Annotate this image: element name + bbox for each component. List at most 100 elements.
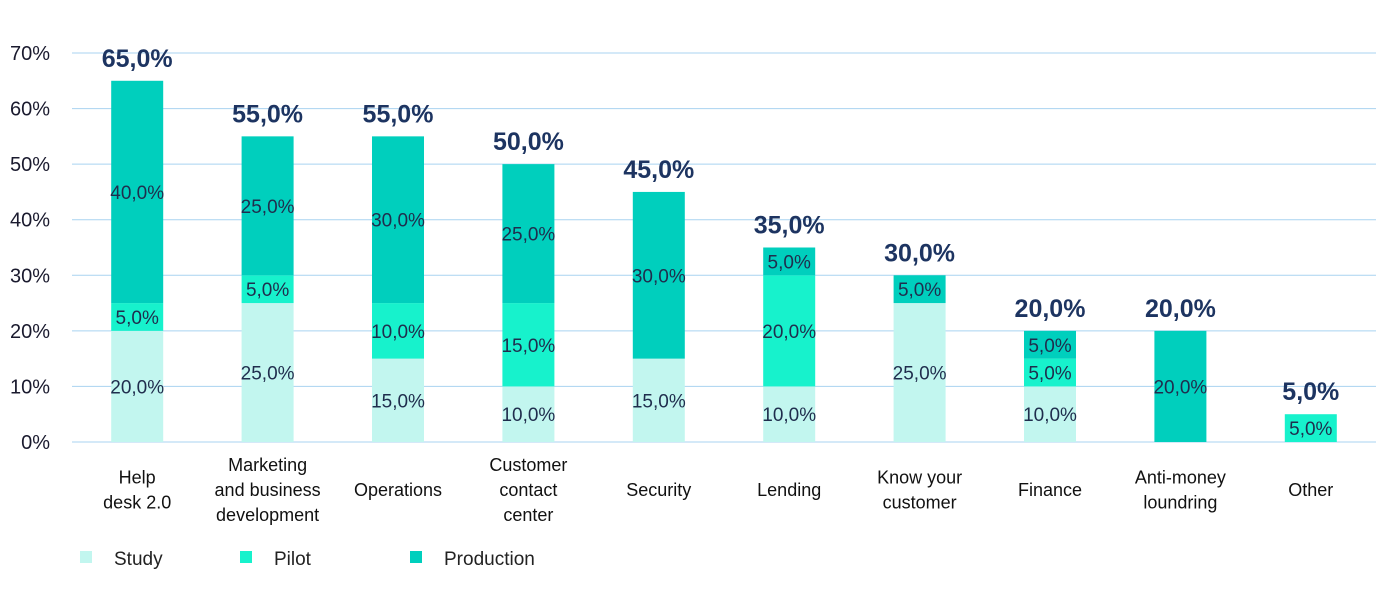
bar-segment-study	[372, 358, 424, 442]
data-label: 20,0%	[762, 322, 816, 343]
category-label-line: Help	[119, 468, 156, 488]
bar-segment-study	[502, 386, 555, 442]
category-label-line: loundring	[1143, 493, 1217, 513]
category-label: Operations	[354, 480, 442, 500]
data-label: 10,0%	[501, 405, 555, 426]
category-label-line: Lending	[757, 480, 821, 500]
data-label: 15,0%	[501, 336, 555, 357]
legend-swatch-pilot	[240, 551, 252, 563]
total-label: 30,0%	[884, 239, 955, 267]
category-label-line: center	[503, 505, 553, 525]
bar-segment-study	[111, 330, 164, 442]
data-label: 10,0%	[1023, 405, 1077, 426]
data-label: 5,0%	[116, 308, 159, 329]
data-label: 10,0%	[371, 322, 425, 343]
category-label: Marketing and business development	[215, 455, 321, 525]
bar-segment-pilot	[763, 275, 816, 387]
bar-segment-pilot	[1284, 414, 1337, 442]
category-label-line: contact	[499, 480, 557, 500]
data-label: 20,0%	[110, 377, 164, 398]
category-label-line: desk 2.0	[103, 493, 171, 513]
category-label-line: and business	[215, 480, 321, 500]
bar-segment-pilot	[241, 275, 294, 304]
category-label-line: Marketing	[228, 455, 307, 475]
bar-segment-production	[372, 136, 424, 304]
data-label: 25,0%	[501, 225, 555, 246]
y-tick-label: 60%	[10, 99, 50, 121]
total-label: 35,0%	[754, 212, 825, 240]
category-label-line: Anti-money	[1135, 468, 1226, 488]
y-tick-label: 0%	[21, 432, 50, 454]
category-label: Know your customer	[877, 468, 962, 513]
total-label: 55,0%	[363, 100, 434, 128]
category-label-line: Security	[626, 480, 691, 500]
category-label: Anti-money loundring	[1135, 468, 1226, 513]
bar-segment-pilot	[111, 303, 164, 331]
data-label: 30,0%	[371, 211, 425, 232]
bar-segment-production	[111, 80, 164, 304]
total-label: 20,0%	[1145, 295, 1216, 323]
data-label: 15,0%	[371, 391, 425, 412]
data-label: 10,0%	[762, 405, 816, 426]
data-label: 20,0%	[1153, 377, 1207, 398]
category-label: Finance	[1018, 480, 1082, 500]
y-tick-label: 10%	[10, 376, 50, 398]
legend-swatch-production	[410, 551, 422, 563]
data-label: 5,0%	[1289, 419, 1332, 440]
data-label: 15,0%	[632, 391, 686, 412]
total-label: 45,0%	[623, 156, 694, 184]
category-label-line: Other	[1288, 480, 1333, 500]
category-label: Other	[1288, 480, 1333, 500]
data-label: 5,0%	[1028, 336, 1071, 357]
category-label-line: Operations	[354, 480, 442, 500]
category-label: Lending	[757, 480, 821, 500]
legend-label: Production	[444, 549, 535, 570]
category-label-line: customer	[883, 493, 957, 513]
y-tick-label: 70%	[10, 43, 50, 65]
data-label: 25,0%	[241, 197, 295, 218]
bar-segment-pilot	[372, 303, 424, 359]
data-label: 5,0%	[246, 280, 289, 301]
data-label: 25,0%	[893, 364, 947, 385]
bar-segment-pilot	[502, 303, 555, 387]
bar-segment-study	[763, 386, 816, 442]
data-label: 25,0%	[241, 364, 295, 385]
total-label: 55,0%	[232, 100, 303, 128]
y-tick-label: 20%	[10, 321, 50, 343]
category-label: Security	[626, 480, 691, 500]
legend-swatch-study	[80, 551, 92, 563]
legend-label: Study	[114, 549, 163, 570]
y-tick-label: 40%	[10, 210, 50, 232]
data-label: 5,0%	[768, 252, 811, 273]
bar-segment-study	[1024, 386, 1076, 442]
data-label: 40,0%	[110, 183, 164, 204]
category-label-line: Know your	[877, 468, 962, 488]
y-tick-label: 50%	[10, 154, 50, 176]
total-label: 65,0%	[102, 45, 173, 73]
category-label-line: Finance	[1018, 480, 1082, 500]
bar-segment-production	[632, 191, 685, 359]
total-label: 5,0%	[1282, 378, 1339, 406]
total-label: 20,0%	[1015, 295, 1086, 323]
bar-segment-pilot	[1024, 358, 1076, 387]
category-label: Customer contact center	[489, 455, 567, 525]
bar-segment-production	[502, 164, 555, 304]
category-label-line: development	[216, 505, 319, 525]
data-label: 5,0%	[898, 280, 941, 301]
bar-segment-production	[763, 247, 816, 276]
total-label: 50,0%	[493, 128, 564, 156]
data-label: 30,0%	[632, 266, 686, 287]
bar-segment-production	[241, 136, 294, 276]
bar-segment-production	[1024, 330, 1076, 359]
bar-segment-study	[632, 358, 685, 442]
bar-segment-study	[241, 303, 294, 442]
bar-segment-production	[893, 275, 946, 304]
category-label-line: Customer	[489, 455, 567, 475]
category-label: Help desk 2.0	[103, 468, 171, 513]
legend-label: Pilot	[274, 549, 312, 570]
bar-segment-production	[1154, 330, 1207, 442]
data-label: 5,0%	[1028, 364, 1071, 385]
y-tick-label: 30%	[10, 265, 50, 287]
